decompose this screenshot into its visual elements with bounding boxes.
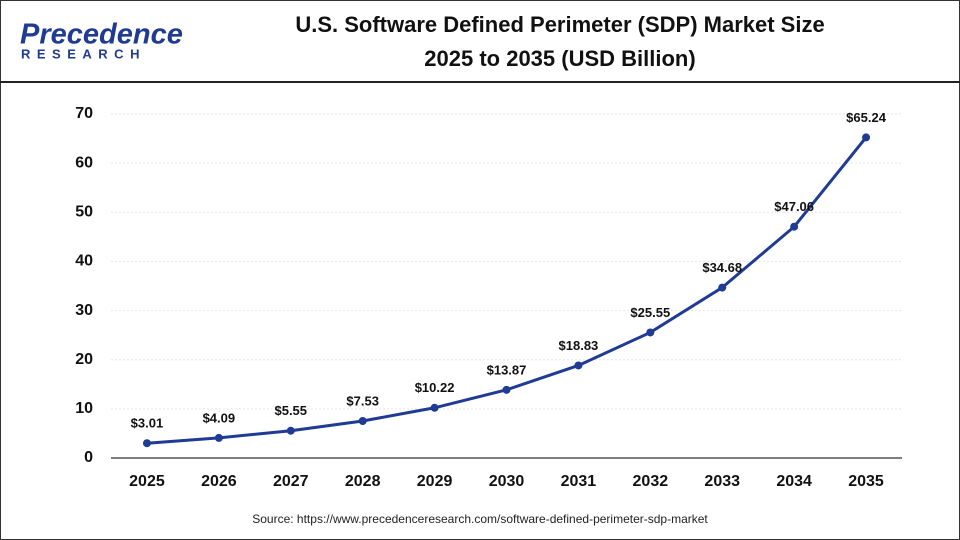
x-tick-label: 2025 [129, 473, 165, 490]
point [862, 133, 871, 142]
value-label: $18.83 [559, 338, 599, 353]
x-tick-label: 2026 [201, 473, 237, 490]
source-note: Source: https://www.precedenceresearch.c… [252, 512, 708, 526]
point [286, 426, 295, 435]
point [358, 416, 367, 425]
point [142, 439, 151, 448]
y-tick-label: 20 [75, 351, 93, 368]
y-tick-label: 40 [75, 253, 93, 270]
value-label: $4.09 [203, 410, 236, 425]
x-tick-label: 2029 [417, 473, 453, 490]
value-label: $34.68 [702, 260, 742, 275]
point [574, 361, 583, 370]
value-label: $10.22 [415, 380, 455, 395]
x-tick-label: 2035 [848, 473, 884, 490]
chart-title: 2025 to 2035 (USD Billion) [424, 46, 695, 71]
value-label: $7.53 [346, 393, 379, 408]
value-label: $47.06 [774, 199, 814, 214]
y-tick-label: 10 [75, 400, 93, 417]
point [718, 283, 727, 292]
x-tick-label: 2027 [273, 473, 309, 490]
point [430, 403, 439, 412]
x-tick-label: 2031 [561, 473, 597, 490]
y-tick-label: 50 [75, 204, 93, 221]
point [214, 433, 223, 442]
value-label: $3.01 [131, 416, 164, 431]
y-tick-label: 70 [75, 105, 93, 122]
x-tick-label: 2033 [704, 473, 740, 490]
x-tick-label: 2028 [345, 473, 381, 490]
value-label: $5.55 [274, 403, 307, 418]
y-tick-label: 0 [84, 449, 93, 466]
x-tick-label: 2030 [489, 473, 525, 490]
brand-tagline: RESEARCH [21, 46, 146, 61]
value-label: $13.87 [487, 362, 527, 377]
point [502, 385, 511, 394]
point [790, 222, 799, 231]
y-tick-label: 30 [75, 302, 93, 319]
value-label: $65.24 [846, 110, 887, 125]
value-label: $25.55 [630, 305, 670, 320]
y-tick-label: 60 [75, 154, 93, 171]
x-tick-label: 2034 [776, 473, 812, 490]
brand-name: Precedence [20, 19, 183, 51]
point [646, 328, 655, 337]
chart-title: U.S. Software Defined Perimeter (SDP) Ma… [295, 12, 824, 37]
x-tick-label: 2032 [633, 473, 669, 490]
